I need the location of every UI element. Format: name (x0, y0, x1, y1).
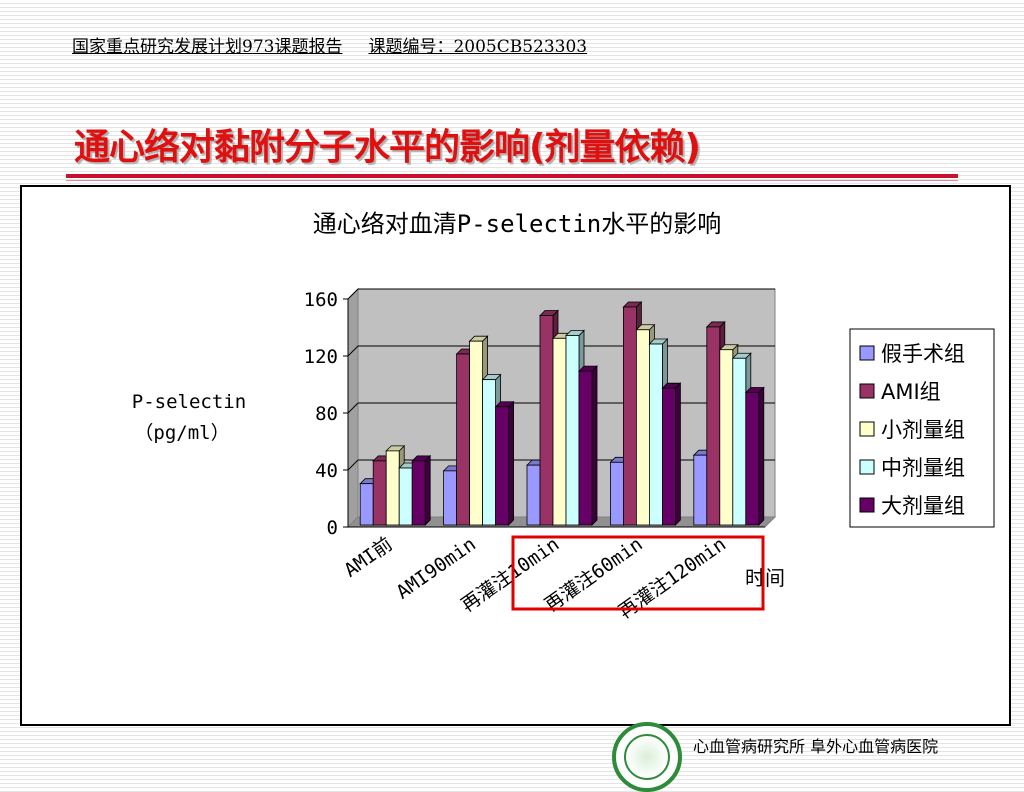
bar-front (623, 306, 637, 526)
bar-side (591, 365, 598, 526)
bar-front (411, 460, 426, 526)
y-axis: 0 40 80 120 160 (304, 289, 765, 539)
bar-front (649, 343, 663, 526)
footer-institution: 心血管病研究所 阜外心血管病医院 (693, 737, 939, 756)
report-header: 国家重点研究发展计划973课题报告 课题编号：2005CB523303 (72, 32, 587, 57)
bar-大剂量组-再灌注120min (744, 386, 765, 526)
x-tick-label: AMI前 (340, 533, 396, 582)
bar-side (508, 400, 515, 526)
bar-front (526, 464, 541, 526)
bar-side (758, 386, 765, 526)
bar-front (578, 370, 593, 526)
y-tick-label: 80 (315, 403, 338, 425)
bar-front (662, 387, 676, 526)
legend-swatch (859, 459, 875, 475)
gridline-diagonal (347, 459, 359, 471)
highlight-box (511, 535, 765, 611)
chart-title: 通心络对血清P-selectin水平的影响 (313, 210, 722, 238)
bar-front (456, 353, 471, 526)
y-tick-label: 40 (315, 460, 338, 482)
legend-label: 假手术组 (881, 342, 965, 366)
bar-front (482, 379, 497, 526)
bar-front (706, 326, 721, 526)
bar-大剂量组-再灌注10min (578, 365, 598, 526)
bar-front (385, 450, 400, 526)
title-underline (66, 174, 958, 178)
legend-swatch (859, 421, 875, 437)
bar-front (495, 406, 510, 526)
bars (359, 301, 765, 526)
title-underline-thin (66, 180, 958, 181)
bar-side (675, 382, 681, 526)
bar-chart: 通心络对血清P-selectin水平的影响 P-selectin （pg/ml）… (132, 210, 995, 623)
y-axis-label-line1: P-selectin (132, 391, 246, 413)
legend-label: 小剂量组 (881, 418, 965, 442)
y-tick-label: 0 (327, 517, 338, 539)
legend-label: 大剂量组 (881, 494, 965, 518)
bar-front (745, 392, 760, 526)
x-axis-label: 时间 (745, 566, 785, 590)
slide-title: 通心络对黏附分子水平的影响(剂量依赖) (74, 127, 701, 168)
report-program: 国家重点研究发展计划973课题报告 (72, 37, 343, 57)
bar-front (693, 454, 708, 526)
bar-front (719, 349, 734, 526)
legend-label: AMI组 (881, 380, 941, 404)
bar-front (539, 315, 554, 526)
bar-front (359, 483, 374, 526)
chart-panel: 通心络对血清P-selectin水平的影响 P-selectin （pg/ml）… (20, 185, 1011, 726)
bar-front (732, 357, 747, 526)
bar-front (552, 337, 567, 526)
bar-front (565, 335, 580, 526)
bar-front (469, 340, 484, 526)
legend-swatch (859, 383, 875, 399)
legend-swatch (859, 345, 875, 361)
y-tick-label: 120 (304, 346, 338, 368)
bar-大剂量组-AMI90min (494, 400, 515, 526)
legend-swatch (859, 497, 875, 513)
bar-front (610, 461, 624, 526)
y-tick-label: 160 (304, 289, 338, 311)
gridline-diagonal (347, 402, 359, 414)
y-axis-label-line2: （pg/ml） (134, 422, 229, 444)
bar-front (372, 460, 387, 526)
gridline-diagonal (347, 345, 359, 357)
bar-大剂量组-再灌注60min (661, 382, 682, 526)
project-number: 课题编号：2005CB523303 (368, 37, 588, 57)
bar-side (424, 454, 431, 526)
gridline-diagonal (347, 288, 359, 300)
bar-front (443, 470, 458, 526)
institute-logo (612, 722, 682, 792)
legend-label: 中剂量组 (881, 456, 965, 480)
bar-front (398, 467, 413, 526)
bar-front (636, 329, 650, 526)
bar-大剂量组-AMI前 (411, 454, 432, 526)
